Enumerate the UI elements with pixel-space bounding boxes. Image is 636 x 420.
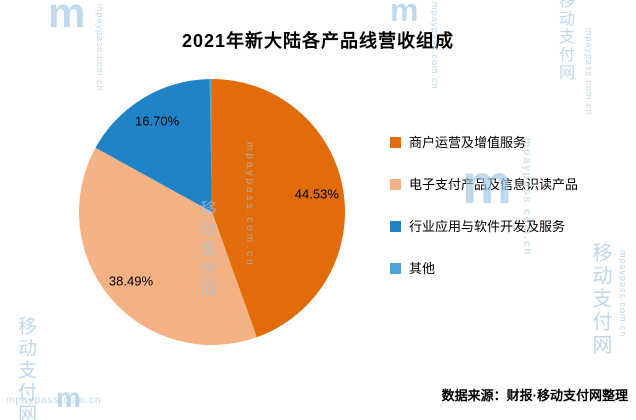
pie-slice-1 — [78, 147, 257, 346]
data-source-note: 数据来源：财报·移动支付网整理 — [441, 388, 628, 403]
legend-swatch-0 — [390, 137, 401, 148]
legend-swatch-3 — [390, 262, 401, 274]
legend-item: 行业应用与软件开发及服务 — [390, 218, 578, 235]
legend-item: 商户运营及增值服务 — [390, 135, 578, 151]
legend-label: 商户运营及增值服务 — [409, 135, 527, 150]
legend-label: 其他 — [409, 260, 436, 276]
pie-data-label: 16.70% — [135, 113, 180, 129]
legend-label: 行业应用与软件开发及服务 — [409, 218, 566, 234]
legend-swatch-1 — [390, 178, 401, 190]
pie-data-label: 44.53% — [294, 186, 339, 202]
legend: 商户运营及增值服务 电子支付产品及信息识读产品 行业应用与软件开发及服务 其他 — [390, 135, 579, 277]
pie-slice-2 — [95, 79, 212, 213]
legend-item: 其他 — [390, 260, 578, 277]
chart-title: 2021年新大陆各产品线营收组成 — [181, 31, 455, 51]
pie-data-label: 38.49% — [108, 273, 154, 289]
legend-swatch-2 — [390, 220, 401, 232]
legend-item: 电子支付产品及信息识读产品 — [390, 176, 579, 193]
legend-label: 电子支付产品及信息识读产品 — [409, 176, 579, 192]
pie-slice-3 — [209, 79, 212, 212]
pie-slice-0 — [212, 79, 345, 338]
